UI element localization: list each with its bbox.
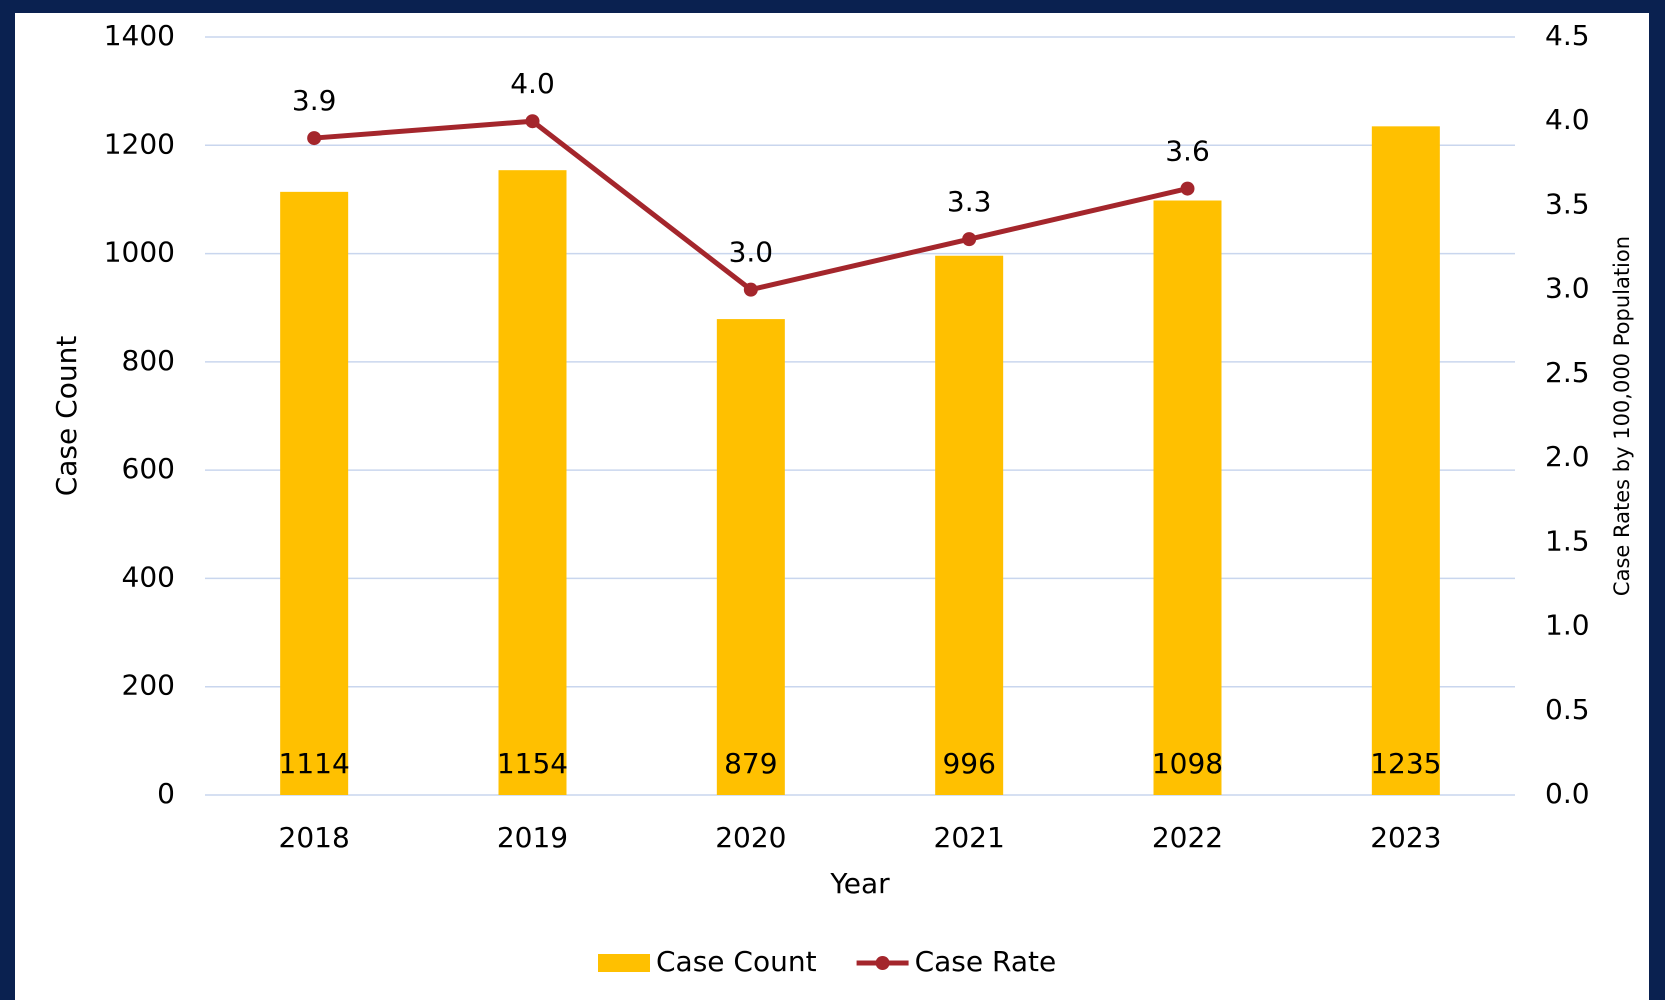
y2-tick-label: 0.5 xyxy=(1545,693,1590,726)
x-tick-label: 2022 xyxy=(1152,821,1223,854)
y-tick-label: 1400 xyxy=(104,19,175,52)
y2-tick-label: 4.0 xyxy=(1545,103,1590,136)
bar xyxy=(498,170,567,796)
line-point xyxy=(1180,181,1195,196)
bar xyxy=(1153,200,1222,796)
x-tick-label: 2021 xyxy=(934,821,1005,854)
y-tick-label: 200 xyxy=(122,669,175,702)
legend-label: Case Rate xyxy=(915,945,1057,978)
x-axis-label: Year xyxy=(829,867,890,900)
y-tick-label: 800 xyxy=(122,344,175,377)
line-point xyxy=(962,232,977,247)
bar xyxy=(1371,126,1440,796)
y2-tick-label: 4.5 xyxy=(1545,19,1590,52)
line-value-label: 3.9 xyxy=(292,84,337,117)
legend-swatch-point xyxy=(875,956,890,970)
y2-tick-label: 0.0 xyxy=(1545,777,1590,810)
y2-tick-label: 2.5 xyxy=(1545,356,1590,389)
y2-axis-label: Case Rates by 100,000 Population xyxy=(1610,236,1634,596)
y-tick-label: 1000 xyxy=(104,236,175,269)
y2-tick-label: 3.5 xyxy=(1545,187,1590,220)
y-tick-label: 1200 xyxy=(104,127,175,160)
bar xyxy=(716,319,785,795)
x-tick-label: 2018 xyxy=(279,821,350,854)
line-value-label: 4.0 xyxy=(510,67,555,100)
bar xyxy=(935,255,1004,796)
x-tick-label: 2020 xyxy=(715,821,786,854)
line-point xyxy=(525,114,540,129)
x-tick-label: 2019 xyxy=(497,821,568,854)
y-tick-label: 400 xyxy=(122,560,175,593)
y-tick-label: 600 xyxy=(122,452,175,485)
bar xyxy=(280,191,349,795)
legend-label: Case Count xyxy=(656,945,817,978)
bar-value-label: 1235 xyxy=(1370,747,1441,780)
y2-tick-label: 1.5 xyxy=(1545,524,1590,557)
line-value-label: 3.0 xyxy=(729,236,774,269)
line-point xyxy=(307,131,322,146)
y-tick-label: 0 xyxy=(157,777,175,810)
y2-tick-label: 1.0 xyxy=(1545,609,1590,642)
y2-tick-label: 3.0 xyxy=(1545,272,1590,305)
bar-value-label: 879 xyxy=(724,747,777,780)
y-axis-label: Case Count xyxy=(50,336,83,497)
line-value-label: 3.6 xyxy=(1165,135,1210,168)
legend-swatch xyxy=(598,954,650,972)
bar-value-label: 1114 xyxy=(279,747,350,780)
y2-tick-label: 2.0 xyxy=(1545,440,1590,473)
bar-value-label: 996 xyxy=(942,747,995,780)
x-tick-label: 2023 xyxy=(1370,821,1441,854)
bar-value-label: 1098 xyxy=(1152,747,1223,780)
bar-value-label: 1154 xyxy=(497,747,568,780)
line-value-label: 3.3 xyxy=(947,185,992,218)
line-point xyxy=(743,282,758,297)
